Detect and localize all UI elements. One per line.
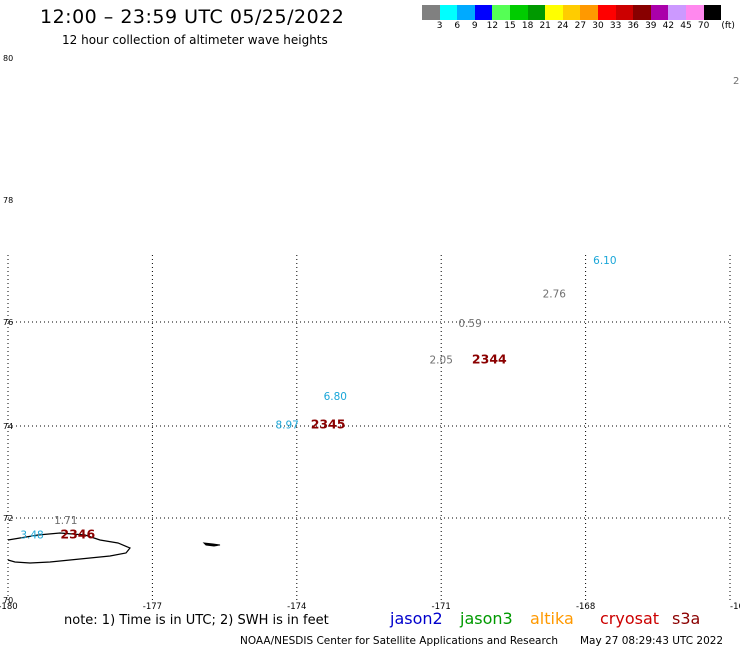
satellite-label: altika: [530, 609, 574, 628]
lon-tick-label: -16: [730, 602, 740, 612]
legend-label: 3: [436, 21, 443, 31]
island-herald: [202, 542, 221, 547]
coastline: [7, 532, 131, 564]
satellite-legend: jason2 jason3 altika cryosat s3a: [0, 609, 740, 631]
lat-tick-label: 74: [3, 422, 13, 431]
legend-label: 33: [609, 21, 622, 31]
legend-label: 6: [454, 21, 461, 31]
legend-label: 42: [662, 21, 675, 31]
pass-time-label: 2345: [311, 416, 346, 431]
legend-label: 21: [539, 21, 551, 31]
footer-credit: NOAA/NESDIS Center for Satellite Applica…: [240, 635, 558, 647]
legend-label: 12: [486, 21, 499, 31]
wave-height-label: 3.48: [20, 530, 43, 542]
legend-label: 24: [557, 21, 569, 31]
legend-swatch: [457, 5, 475, 20]
legend-label: 39: [645, 21, 657, 31]
wave-height-label: 2.76: [543, 289, 567, 301]
pass-time-label: 2344: [472, 352, 507, 367]
legend-swatch: [439, 5, 458, 20]
lon-tick-label: -177: [143, 602, 162, 612]
wave-height-label: 6.80: [324, 391, 347, 403]
legend-swatch: [474, 5, 493, 20]
page-subtitle: 12 hour collection of altimeter wave hei…: [62, 33, 328, 47]
legend-label: 30: [592, 21, 604, 31]
edge-label: 2.: [733, 76, 740, 87]
legend-swatch: [597, 5, 616, 20]
legend-swatch: [703, 5, 722, 20]
lon-tick-label: -174: [287, 602, 306, 612]
lat-tick-label: 70: [3, 596, 13, 605]
legend-label: 70: [697, 21, 710, 31]
legend-label: 27: [574, 21, 587, 31]
satellite-label: cryosat: [600, 609, 660, 628]
wave-height-label: 6.10: [593, 255, 616, 267]
legend-label: 36: [627, 21, 639, 31]
satellite-label: jason3: [460, 609, 513, 628]
lat-tick-label: 76: [3, 318, 13, 327]
legend-swatch: [527, 5, 546, 20]
footer-note: note: 1) Time is in UTC; 2) SWH is in fe…: [64, 613, 329, 628]
legend-label: 15: [504, 21, 516, 31]
wave-height-label: 2.05: [430, 355, 453, 367]
color-legend-labels: 3 6 9 12 15 18 21 24 27 30 33 36 39 42 45 70 (ft): [422, 21, 740, 33]
lat-tick-label: 72: [3, 514, 13, 523]
satellite-label: jason2: [390, 609, 443, 628]
lon-tick-label: -171: [432, 602, 451, 612]
footer-timestamp: May 27 08:29:43 UTC 2022: [580, 635, 724, 647]
legend-swatch: [545, 5, 563, 20]
legend-swatch: [650, 5, 669, 20]
lon-tick-label: -180: [0, 602, 18, 612]
legend-swatch: [685, 5, 704, 20]
legend-label: 45: [680, 21, 692, 31]
legend-label: 9: [471, 21, 478, 31]
legend-swatch: [422, 5, 440, 20]
legend-swatch: [562, 5, 581, 20]
lat-tick-label: 80: [3, 54, 13, 63]
lat-tick-label: 78: [3, 196, 13, 205]
legend-unit: (ft): [721, 21, 735, 31]
legend-swatch: [492, 5, 510, 20]
legend-swatch: [580, 5, 598, 20]
lon-tick-label: -168: [576, 602, 595, 612]
wave-height-label: 8.97: [275, 419, 298, 431]
legend-swatch: [509, 5, 528, 20]
color-legend: [422, 5, 722, 20]
legend-swatch: [633, 5, 651, 20]
legend-label: 18: [521, 21, 534, 31]
legend-swatch: [615, 5, 634, 20]
satellite-label: s3a: [672, 609, 701, 628]
wave-height-label: 1.71: [54, 515, 77, 527]
wave-height-label: 0.59: [458, 318, 481, 330]
page-title: 12:00 – 23:59 UTC 05/25/2022: [40, 6, 345, 28]
legend-swatch: [668, 5, 686, 20]
pass-time-label: 2346: [60, 527, 95, 542]
